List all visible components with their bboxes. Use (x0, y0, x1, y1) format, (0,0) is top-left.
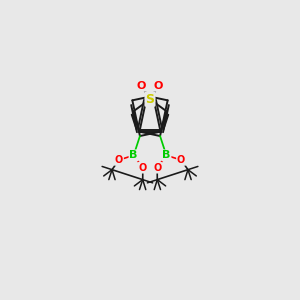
Text: O: O (115, 155, 123, 165)
Text: B: B (130, 150, 138, 160)
Text: S: S (146, 93, 154, 106)
Text: B: B (162, 150, 170, 160)
Text: O: O (177, 155, 185, 165)
Text: O: O (154, 81, 163, 91)
Text: O: O (137, 81, 146, 91)
Text: O: O (139, 163, 147, 173)
Text: O: O (153, 163, 161, 173)
